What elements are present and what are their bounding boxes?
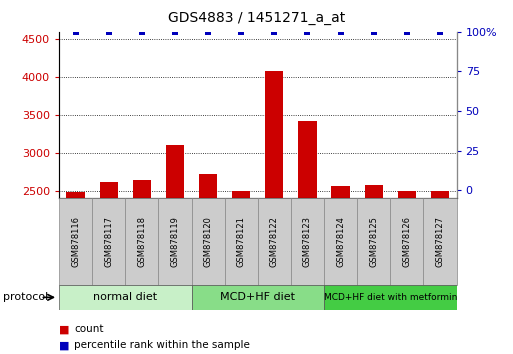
Text: normal diet: normal diet	[93, 292, 157, 302]
FancyBboxPatch shape	[59, 198, 92, 285]
Text: GSM878119: GSM878119	[170, 216, 180, 267]
Text: GSM878117: GSM878117	[104, 216, 113, 267]
Bar	[265, 71, 284, 198]
FancyBboxPatch shape	[125, 198, 159, 285]
FancyBboxPatch shape	[357, 198, 390, 285]
Point	[237, 29, 245, 35]
Text: percentile rank within the sample: percentile rank within the sample	[74, 340, 250, 350]
FancyBboxPatch shape	[291, 198, 324, 285]
FancyBboxPatch shape	[324, 198, 357, 285]
Text: GSM878127: GSM878127	[436, 216, 444, 267]
FancyBboxPatch shape	[191, 198, 225, 285]
FancyBboxPatch shape	[258, 198, 291, 285]
FancyBboxPatch shape	[191, 285, 324, 310]
Bar	[232, 191, 250, 198]
Point	[403, 29, 411, 35]
Point	[303, 29, 311, 35]
FancyBboxPatch shape	[324, 285, 457, 310]
Text: GSM878120: GSM878120	[204, 216, 212, 267]
Text: MCD+HF diet with metformin: MCD+HF diet with metformin	[324, 293, 457, 302]
Text: protocol: protocol	[3, 292, 48, 302]
Text: GSM878118: GSM878118	[137, 216, 146, 267]
Text: ■: ■	[59, 324, 69, 334]
FancyBboxPatch shape	[92, 198, 125, 285]
Text: GSM878123: GSM878123	[303, 216, 312, 267]
Text: GSM878116: GSM878116	[71, 216, 80, 267]
Text: MCD+HF diet: MCD+HF diet	[220, 292, 295, 302]
Point	[105, 29, 113, 35]
Point	[337, 29, 345, 35]
Bar	[166, 144, 184, 198]
Text: GSM878121: GSM878121	[236, 216, 246, 267]
Text: GSM878124: GSM878124	[336, 216, 345, 267]
Bar	[365, 185, 383, 198]
Point	[204, 29, 212, 35]
Text: GSM878126: GSM878126	[402, 216, 411, 267]
FancyBboxPatch shape	[225, 198, 258, 285]
Bar	[133, 180, 151, 198]
Text: count: count	[74, 324, 104, 334]
Point	[137, 29, 146, 35]
Bar	[199, 174, 217, 198]
Text: GSM878122: GSM878122	[270, 216, 279, 267]
FancyBboxPatch shape	[390, 198, 423, 285]
FancyBboxPatch shape	[423, 198, 457, 285]
FancyBboxPatch shape	[59, 285, 191, 310]
Text: ■: ■	[59, 340, 69, 350]
Point	[171, 29, 179, 35]
Point	[270, 29, 279, 35]
Point	[370, 29, 378, 35]
Bar	[331, 186, 350, 198]
Point	[71, 29, 80, 35]
Bar	[398, 192, 416, 198]
Bar	[67, 192, 85, 198]
Bar	[431, 192, 449, 198]
Point	[436, 29, 444, 35]
Text: GSM878125: GSM878125	[369, 216, 378, 267]
Text: GDS4883 / 1451271_a_at: GDS4883 / 1451271_a_at	[168, 11, 345, 25]
Bar	[100, 182, 118, 198]
Bar	[299, 121, 317, 198]
FancyBboxPatch shape	[159, 198, 191, 285]
